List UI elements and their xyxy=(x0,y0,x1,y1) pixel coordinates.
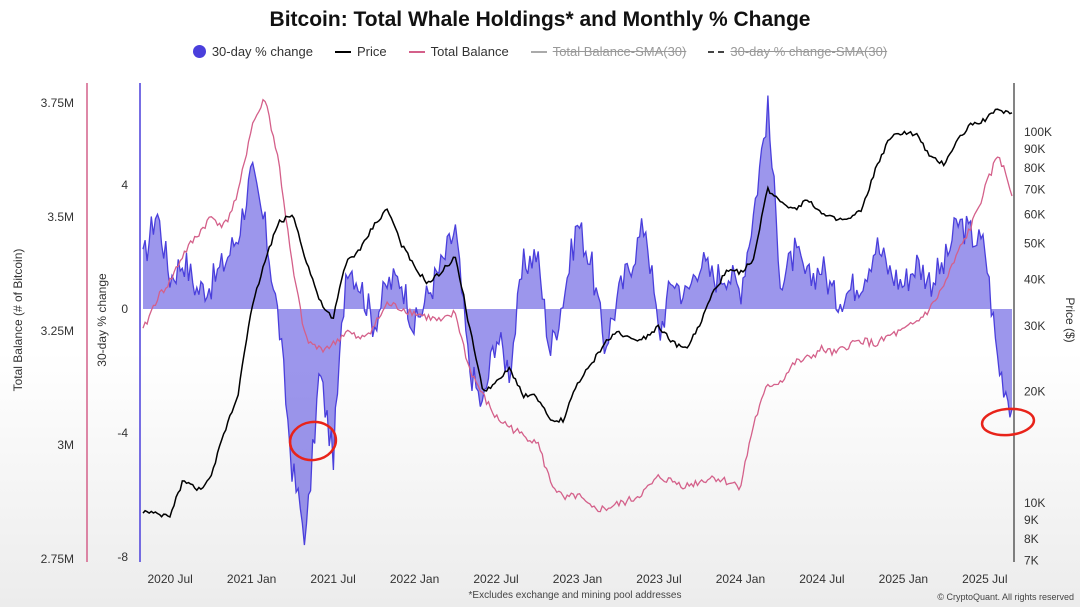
price-axis-title: Price ($) xyxy=(1063,297,1077,342)
legend-label-price: Price xyxy=(357,44,387,59)
x-tick-label: 2025 Jan xyxy=(879,572,928,586)
x-tick-label: 2023 Jul xyxy=(636,572,681,586)
pct-tick-label: 4 xyxy=(121,178,128,192)
price-tick-label: 70K xyxy=(1024,182,1045,196)
price-tick-label: 50K xyxy=(1024,237,1045,251)
total-balance-line xyxy=(142,98,1013,513)
legend-item-total-balance-sma[interactable]: Total Balance-SMA(30) xyxy=(530,44,687,59)
price-tick-label: 90K xyxy=(1024,142,1045,156)
x-tick-label: 2021 Jan xyxy=(227,572,276,586)
price-tick-label: 80K xyxy=(1024,161,1045,175)
legend-swatch-total-balance xyxy=(408,50,425,53)
pct-axis-title: 30-day % change xyxy=(95,273,109,367)
price-tick-label: 40K xyxy=(1024,273,1045,287)
legend-swatch-pct-change xyxy=(192,45,206,58)
balance-tick-label: 3.25M xyxy=(41,324,74,338)
legend-item-pct-change[interactable]: 30-day % change xyxy=(192,44,313,59)
x-tick-label: 2022 Jan xyxy=(390,572,439,586)
chart-title: Bitcoin: Total Whale Holdings* and Month… xyxy=(269,8,811,31)
legend-swatch-pct-change-sma xyxy=(708,50,725,53)
pct-change-area xyxy=(143,95,1012,546)
pct-tick-label: 0 xyxy=(121,302,128,316)
credit: © CryptoQuant. All rights reserved xyxy=(937,592,1074,602)
x-tick-label: 2021 Jul xyxy=(310,572,355,586)
balance-tick-label: 3.75M xyxy=(41,96,74,110)
price-tick-label: 30K xyxy=(1024,319,1045,333)
legend-item-total-balance[interactable]: Total Balance xyxy=(408,44,509,59)
legend-label-total-balance-sma: Total Balance-SMA(30) xyxy=(552,44,687,59)
x-tick-label: 2023 Jan xyxy=(553,572,602,586)
legend-label-pct-change: 30-day % change xyxy=(211,44,313,59)
pct-tick-label: -8 xyxy=(117,550,128,564)
legend-label-total-balance: Total Balance xyxy=(430,44,509,59)
legend-item-price[interactable]: Price xyxy=(335,44,387,59)
pct-change-line xyxy=(142,95,1013,546)
balance-tick-label: 3.5M xyxy=(47,210,74,224)
pct-tick-label: -4 xyxy=(117,426,128,440)
price-tick-label: 20K xyxy=(1024,384,1045,398)
annotation-circle xyxy=(288,420,338,462)
price-tick-label: 60K xyxy=(1024,207,1045,221)
price-tick-label: 100K xyxy=(1024,125,1052,139)
price-tick-label: 7K xyxy=(1024,553,1039,567)
footnote: *Excludes exchange and mining pool addre… xyxy=(468,590,682,601)
legend-item-pct-change-sma[interactable]: 30-day % change-SMA(30) xyxy=(708,44,887,59)
price-tick-label: 8K xyxy=(1024,532,1039,546)
legend: 30-day % change Price Total Balance Tota… xyxy=(0,44,1080,59)
x-tick-label: 2022 Jul xyxy=(473,572,518,586)
price-line xyxy=(142,108,1013,519)
price-tick-label: 10K xyxy=(1024,496,1045,510)
balance-tick-label: 3M xyxy=(57,438,74,452)
x-tick-label: 2024 Jul xyxy=(799,572,844,586)
annotation-circle xyxy=(980,407,1036,437)
legend-label-pct-change-sma: 30-day % change-SMA(30) xyxy=(730,44,888,59)
x-tick-label: 2024 Jan xyxy=(716,572,765,586)
legend-swatch-total-balance-sma xyxy=(530,50,547,53)
balance-axis-title: Total Balance (# of Bitcoin) xyxy=(11,249,25,392)
legend-swatch-price xyxy=(335,50,351,53)
x-tick-label: 2020 Jul xyxy=(147,572,192,586)
x-tick-label: 2025 Jul xyxy=(962,572,1007,586)
price-tick-label: 9K xyxy=(1024,513,1039,527)
balance-tick-label: 2.75M xyxy=(41,552,74,566)
